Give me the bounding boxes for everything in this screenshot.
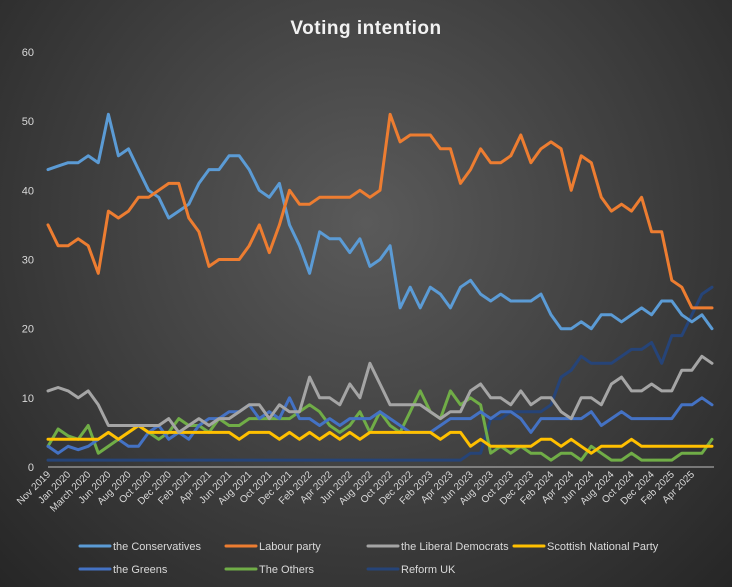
series-line-the-conservatives — [46, 112, 714, 331]
legend-label-scottish-national-party: Scottish National Party — [547, 541, 659, 553]
legend-label-labour-party: Labour party — [259, 541, 321, 553]
y-tick-label: 10 — [22, 393, 34, 405]
series-line-the-liberal-democrats — [46, 354, 714, 434]
y-tick-label: 0 — [28, 462, 34, 474]
y-tick-label: 60 — [22, 47, 34, 59]
y-tick-label: 40 — [22, 185, 34, 197]
y-tick-label: 50 — [22, 116, 34, 128]
y-tick-label: 30 — [22, 255, 34, 267]
legend-label-the-liberal-democrats: the Liberal Democrats — [401, 541, 509, 553]
series-line-scottish-national-party — [46, 424, 714, 455]
y-tick-label: 20 — [22, 324, 34, 336]
series-line-labour-party — [46, 112, 714, 310]
legend-label-the-greens: the Greens — [113, 564, 168, 576]
legend-label-the-others: The Others — [259, 564, 315, 576]
legend-label-the-conservatives: the Conservatives — [113, 541, 202, 553]
legend-label-reform-uk: Reform UK — [401, 564, 456, 576]
chart-title: Voting intention — [290, 18, 442, 39]
series-line-reform-uk — [46, 285, 714, 462]
